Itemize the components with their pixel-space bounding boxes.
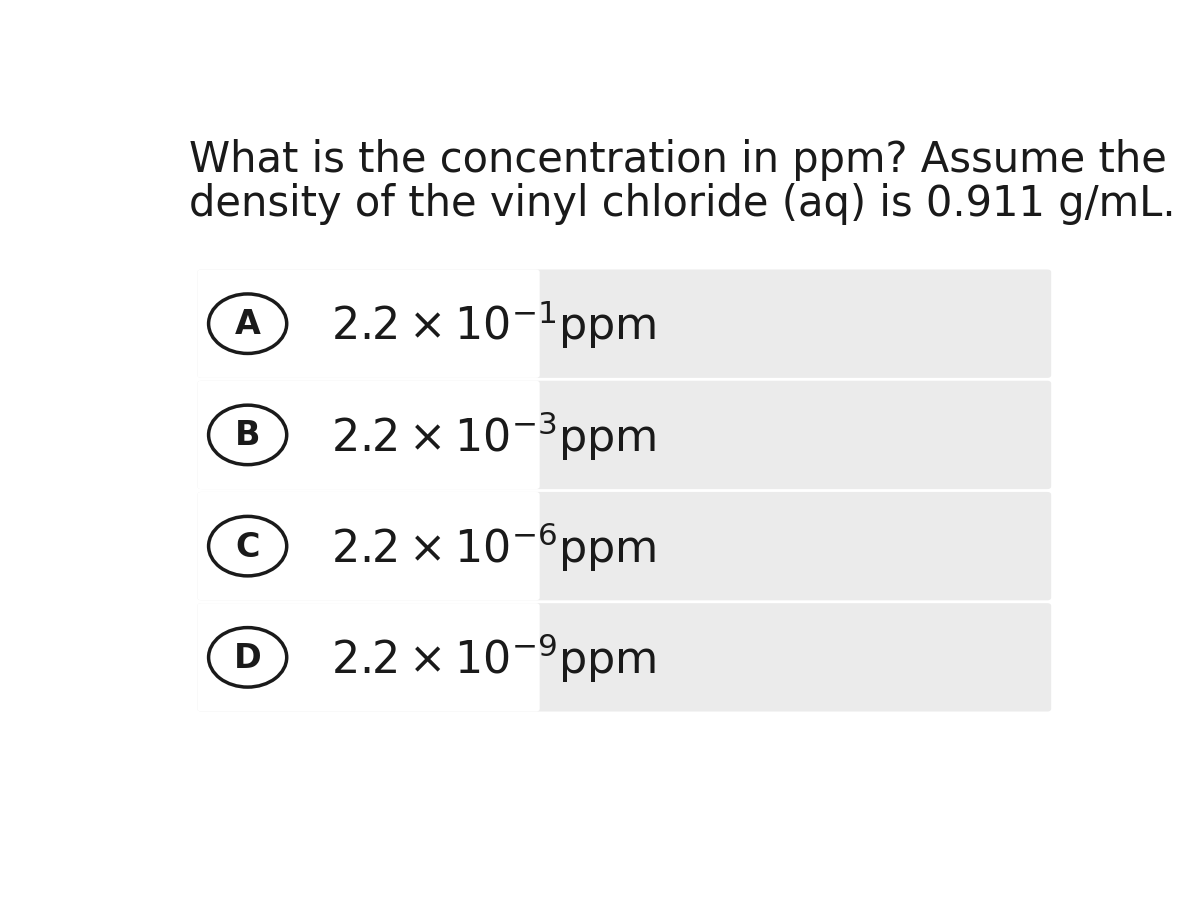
FancyBboxPatch shape (198, 381, 1051, 490)
FancyBboxPatch shape (198, 604, 540, 711)
Circle shape (209, 295, 287, 354)
Text: What is the concentration in ppm? Assume the: What is the concentration in ppm? Assume… (190, 139, 1166, 181)
FancyBboxPatch shape (198, 493, 540, 601)
Text: density of the vinyl chloride (aq) is 0.911 g/mL.: density of the vinyl chloride (aq) is 0.… (190, 183, 1176, 224)
FancyBboxPatch shape (198, 493, 1051, 601)
Circle shape (209, 405, 287, 465)
Text: $2.2\times 10^{-9}\mathregular{ppm}$: $2.2\times 10^{-9}\mathregular{ppm}$ (331, 630, 656, 685)
Text: $2.2\times 10^{-6}\mathregular{ppm}$: $2.2\times 10^{-6}\mathregular{ppm}$ (331, 520, 656, 573)
FancyBboxPatch shape (198, 270, 540, 379)
FancyBboxPatch shape (198, 381, 540, 490)
Text: $2.2\times 10^{-1}\mathregular{ppm}$: $2.2\times 10^{-1}\mathregular{ppm}$ (331, 298, 656, 351)
Circle shape (209, 628, 287, 687)
FancyBboxPatch shape (198, 270, 1051, 379)
FancyBboxPatch shape (198, 604, 1051, 711)
Text: $2.2\times 10^{-3}\mathregular{ppm}$: $2.2\times 10^{-3}\mathregular{ppm}$ (331, 409, 656, 462)
Text: C: C (235, 530, 260, 563)
Text: B: B (235, 419, 260, 452)
Text: A: A (235, 308, 260, 341)
Circle shape (209, 516, 287, 576)
Text: D: D (234, 641, 262, 675)
